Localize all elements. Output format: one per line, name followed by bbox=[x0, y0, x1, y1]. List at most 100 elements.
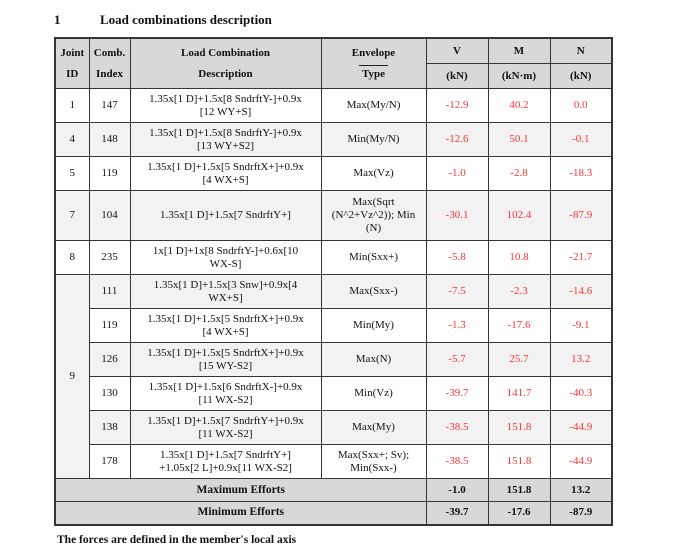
comb-index-cell: 148 bbox=[88, 122, 131, 157]
joint-id-cell: 7 bbox=[54, 190, 90, 241]
envelope-type-cell: Min(My/N) bbox=[320, 122, 427, 157]
col-header-envelope-type: Envelope Type bbox=[320, 37, 427, 89]
v-value: -12.6 bbox=[425, 122, 489, 157]
header-desc-line2: Description bbox=[198, 67, 253, 80]
m-value: 102.4 bbox=[487, 190, 551, 241]
description-cell: 1x[1 D]+1x[8 SndrftY-]+0.6x[10 WX-S] bbox=[129, 240, 322, 275]
col-header-n-unit: (kN) bbox=[549, 63, 613, 89]
description-cell: 1.35x[1 D]+1.5x[5 SndrftX+]+0.9x [15 WY-… bbox=[129, 342, 322, 377]
v-value: -5.7 bbox=[425, 342, 489, 377]
header-joint-line2: ID bbox=[66, 67, 79, 80]
table-row: 1 147 1.35x[1 D]+1.5x[8 SndrftY-]+0.9x [… bbox=[54, 88, 613, 123]
description-cell: 1.35x[1 D]+1.5x[7 SndrftY+] +1.05x[2 L]+… bbox=[129, 444, 322, 479]
header-envelope-line1: Envelope bbox=[351, 46, 396, 59]
v-value: -12.9 bbox=[425, 88, 489, 123]
envelope-type-cell: Min(My) bbox=[320, 308, 427, 343]
col-header-joint-id: Joint ID bbox=[54, 37, 90, 89]
section-number: 1 bbox=[54, 12, 61, 27]
description-cell: 1.35x[1 D]+1.5x[7 SndrftY+] bbox=[129, 190, 322, 241]
min-v-value: -39.7 bbox=[425, 501, 489, 525]
v-value: -5.8 bbox=[425, 240, 489, 275]
envelope-type-cell: Max(Sxx+; Sv); Min(Sxx-) bbox=[320, 444, 427, 479]
description-cell: 1.35x[1 D]+1.5x[7 SndrftY+]+0.9x [11 WX-… bbox=[129, 410, 322, 445]
m-value: 25.7 bbox=[487, 342, 551, 377]
description-cell: 1.35x[1 D]+1.5x[5 SndrftX+]+0.9x [4 WX+S… bbox=[129, 308, 322, 343]
col-header-v-unit: (kN) bbox=[425, 63, 489, 89]
min-m-value: -17.6 bbox=[487, 501, 551, 525]
v-value: -30.1 bbox=[425, 190, 489, 241]
m-value: 10.8 bbox=[487, 240, 551, 275]
description-cell: 1.35x[1 D]+1.5x[8 SndrftY-]+0.9x [12 WY+… bbox=[129, 88, 322, 123]
header-row-1: Joint ID Comb. Index Load Combination De… bbox=[54, 37, 613, 89]
v-value: -1.3 bbox=[425, 308, 489, 343]
m-value: -2.8 bbox=[487, 156, 551, 191]
header-envelope-line2: Type bbox=[358, 64, 389, 83]
header-desc-line1: Load Combination bbox=[181, 46, 270, 59]
comb-index-cell: 235 bbox=[88, 240, 131, 275]
description-cell: 1.35x[1 D]+1.5x[6 SndrftX-]+0.9x [11 WX-… bbox=[129, 376, 322, 411]
envelope-type-cell: Max(Sxx-) bbox=[320, 274, 427, 309]
envelope-type-cell: Max(My) bbox=[320, 410, 427, 445]
max-m-value: 151.8 bbox=[487, 478, 551, 502]
page-title: 1 Load combinations description bbox=[54, 12, 675, 28]
header-joint-line1: Joint bbox=[60, 46, 85, 59]
v-value: -1.0 bbox=[425, 156, 489, 191]
max-efforts-label: Maximum Efforts bbox=[54, 478, 427, 502]
n-value: -18.3 bbox=[549, 156, 613, 191]
envelope-type-cell: Max(Sqrt (N^2+Vz^2)); Min (N) bbox=[320, 190, 427, 241]
v-value: -39.7 bbox=[425, 376, 489, 411]
m-value: 141.7 bbox=[487, 376, 551, 411]
table-row: 178 1.35x[1 D]+1.5x[7 SndrftY+] +1.05x[2… bbox=[55, 444, 613, 479]
n-value: -44.9 bbox=[549, 410, 613, 445]
n-value: -40.3 bbox=[549, 376, 613, 411]
n-value: -87.9 bbox=[549, 190, 613, 241]
footnote: The forces are defined in the member's l… bbox=[57, 533, 297, 546]
comb-index-cell: 147 bbox=[88, 88, 131, 123]
header-comb-line2: Index bbox=[96, 67, 123, 80]
comb-index-cell: 138 bbox=[88, 410, 131, 445]
table-row: 130 1.35x[1 D]+1.5x[6 SndrftX-]+0.9x [11… bbox=[55, 376, 613, 411]
comb-index-cell: 178 bbox=[88, 444, 131, 479]
m-value: 40.2 bbox=[487, 88, 551, 123]
comb-index-cell: 119 bbox=[88, 308, 131, 343]
n-value: -21.7 bbox=[549, 240, 613, 275]
envelope-type-cell: Max(Vz) bbox=[320, 156, 427, 191]
table-row: 7 104 1.35x[1 D]+1.5x[7 SndrftY+] Max(Sq… bbox=[54, 190, 613, 241]
joint-id-cell: 1 bbox=[54, 88, 90, 123]
envelope-type-cell: Min(Sxx+) bbox=[320, 240, 427, 275]
col-header-m-unit: (kN·m) bbox=[487, 63, 551, 89]
joint-id-cell: 5 bbox=[54, 156, 90, 191]
envelope-type-cell: Max(My/N) bbox=[320, 88, 427, 123]
max-v-value: -1.0 bbox=[425, 478, 489, 502]
envelope-type-cell: Max(N) bbox=[320, 342, 427, 377]
comb-index-cell: 119 bbox=[88, 156, 131, 191]
min-efforts-label: Minimum Efforts bbox=[54, 501, 427, 525]
max-efforts-row: Maximum Efforts -1.0 151.8 13.2 bbox=[54, 478, 613, 502]
table-row: 9 111 1.35x[1 D]+1.5x[3 Snw]+0.9x[4 WX+S… bbox=[54, 274, 613, 479]
comb-index-cell: 130 bbox=[88, 376, 131, 411]
comb-index-cell: 111 bbox=[88, 274, 131, 309]
col-header-v: V bbox=[425, 37, 489, 64]
table-row: 119 1.35x[1 D]+1.5x[5 SndrftX+]+0.9x [4 … bbox=[55, 308, 613, 343]
description-cell: 1.35x[1 D]+1.5x[3 Snw]+0.9x[4 WX+S] bbox=[129, 274, 322, 309]
m-value: 151.8 bbox=[487, 444, 551, 479]
table-row: 5 119 1.35x[1 D]+1.5x[5 SndrftX+]+0.9x [… bbox=[54, 156, 613, 191]
joint-id-cell: 4 bbox=[54, 122, 90, 157]
description-cell: 1.35x[1 D]+1.5x[5 SndrftX+]+0.9x [4 WX+S… bbox=[129, 156, 322, 191]
col-header-description: Load Combination Description bbox=[129, 37, 322, 89]
col-header-comb-index: Comb. Index bbox=[88, 37, 131, 89]
table-row: 126 1.35x[1 D]+1.5x[5 SndrftX+]+0.9x [15… bbox=[55, 342, 613, 377]
load-combinations-table: Joint ID Comb. Index Load Combination De… bbox=[54, 37, 613, 526]
m-value: 50.1 bbox=[487, 122, 551, 157]
v-value: -38.5 bbox=[425, 444, 489, 479]
col-header-m: M bbox=[487, 37, 551, 64]
m-value: -17.6 bbox=[487, 308, 551, 343]
v-value: -7.5 bbox=[425, 274, 489, 309]
min-efforts-row: Minimum Efforts -39.7 -17.6 -87.9 bbox=[54, 501, 613, 525]
table-row: 138 1.35x[1 D]+1.5x[7 SndrftY+]+0.9x [11… bbox=[55, 410, 613, 445]
n-value: -14.6 bbox=[549, 274, 613, 309]
max-n-value: 13.2 bbox=[549, 478, 613, 502]
header-row-2: (kN) (kN·m) (kN) bbox=[55, 63, 613, 89]
joint-id-cell: 9 bbox=[54, 274, 90, 479]
